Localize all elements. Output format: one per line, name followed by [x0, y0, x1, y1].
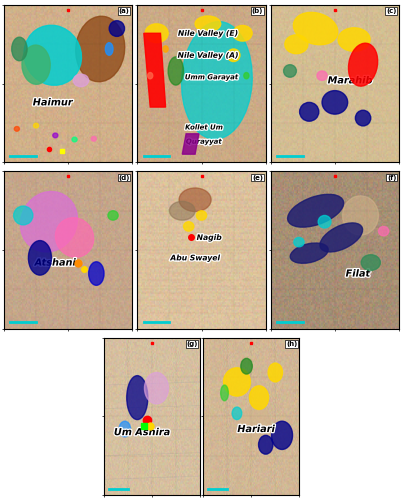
- Ellipse shape: [108, 210, 118, 220]
- Ellipse shape: [233, 26, 252, 41]
- Text: (d): (d): [118, 174, 130, 180]
- Ellipse shape: [224, 368, 250, 396]
- Ellipse shape: [91, 136, 96, 141]
- Ellipse shape: [14, 126, 19, 131]
- Ellipse shape: [179, 188, 211, 212]
- Ellipse shape: [294, 238, 304, 247]
- Ellipse shape: [355, 110, 371, 126]
- Text: Nile Valley (A): Nile Valley (A): [178, 51, 238, 60]
- Ellipse shape: [293, 12, 338, 44]
- Text: (h): (h): [286, 341, 297, 347]
- Text: Haimur: Haimur: [33, 98, 73, 108]
- Ellipse shape: [53, 133, 58, 138]
- Text: (a): (a): [119, 8, 130, 14]
- Ellipse shape: [28, 240, 52, 275]
- Text: Nagib: Nagib: [197, 233, 222, 242]
- Ellipse shape: [244, 72, 249, 79]
- Text: Abu Swayel: Abu Swayel: [170, 254, 220, 262]
- Ellipse shape: [14, 206, 33, 225]
- Ellipse shape: [290, 243, 328, 264]
- Ellipse shape: [76, 16, 125, 82]
- Ellipse shape: [127, 376, 148, 420]
- Ellipse shape: [268, 363, 283, 382]
- Ellipse shape: [168, 57, 183, 85]
- Ellipse shape: [163, 46, 168, 52]
- Ellipse shape: [144, 372, 168, 404]
- Ellipse shape: [89, 262, 104, 285]
- Ellipse shape: [24, 25, 81, 86]
- Ellipse shape: [72, 137, 77, 142]
- Ellipse shape: [119, 421, 131, 437]
- Ellipse shape: [378, 226, 389, 236]
- Ellipse shape: [195, 16, 221, 32]
- Ellipse shape: [145, 24, 168, 42]
- Text: Marahib: Marahib: [328, 76, 373, 86]
- Ellipse shape: [322, 90, 348, 114]
- Ellipse shape: [343, 196, 378, 235]
- Text: (c): (c): [386, 8, 397, 14]
- Ellipse shape: [73, 74, 89, 86]
- Ellipse shape: [285, 35, 308, 54]
- Text: (e): (e): [252, 174, 263, 180]
- Ellipse shape: [147, 72, 153, 79]
- Ellipse shape: [109, 20, 125, 36]
- Ellipse shape: [242, 404, 270, 444]
- Polygon shape: [144, 34, 166, 107]
- Ellipse shape: [338, 28, 370, 52]
- Ellipse shape: [317, 71, 327, 81]
- Ellipse shape: [299, 102, 319, 121]
- Text: Atshani: Atshani: [35, 258, 76, 268]
- Ellipse shape: [349, 43, 378, 86]
- Ellipse shape: [33, 123, 39, 128]
- Text: Kollet Um: Kollet Um: [185, 124, 223, 130]
- Ellipse shape: [196, 210, 207, 220]
- Ellipse shape: [249, 386, 269, 409]
- Ellipse shape: [221, 385, 229, 401]
- Text: Nile Valley (E): Nile Valley (E): [178, 29, 238, 38]
- Polygon shape: [182, 134, 199, 154]
- Ellipse shape: [241, 358, 252, 374]
- Ellipse shape: [284, 64, 296, 77]
- Text: Umm Garayat: Umm Garayat: [185, 74, 239, 80]
- Ellipse shape: [12, 37, 27, 61]
- Ellipse shape: [361, 254, 380, 270]
- Ellipse shape: [22, 45, 50, 84]
- Ellipse shape: [181, 22, 252, 139]
- Ellipse shape: [320, 223, 363, 252]
- Ellipse shape: [259, 436, 273, 454]
- Ellipse shape: [20, 192, 77, 252]
- Text: (b): (b): [252, 8, 263, 14]
- Text: (g): (g): [186, 341, 197, 347]
- Ellipse shape: [105, 42, 113, 56]
- Text: Um Ashira: Um Ashira: [114, 427, 170, 437]
- Text: (f): (f): [387, 174, 397, 180]
- Text: Hariari: Hariari: [237, 424, 275, 434]
- Ellipse shape: [232, 407, 242, 420]
- Text: Filat: Filat: [346, 268, 370, 278]
- Ellipse shape: [227, 49, 240, 62]
- Ellipse shape: [169, 202, 195, 220]
- Ellipse shape: [183, 222, 194, 231]
- Ellipse shape: [272, 421, 293, 450]
- Ellipse shape: [55, 218, 94, 257]
- Ellipse shape: [288, 194, 344, 227]
- Text: Qurayyat: Qurayyat: [186, 138, 222, 144]
- Ellipse shape: [318, 216, 331, 228]
